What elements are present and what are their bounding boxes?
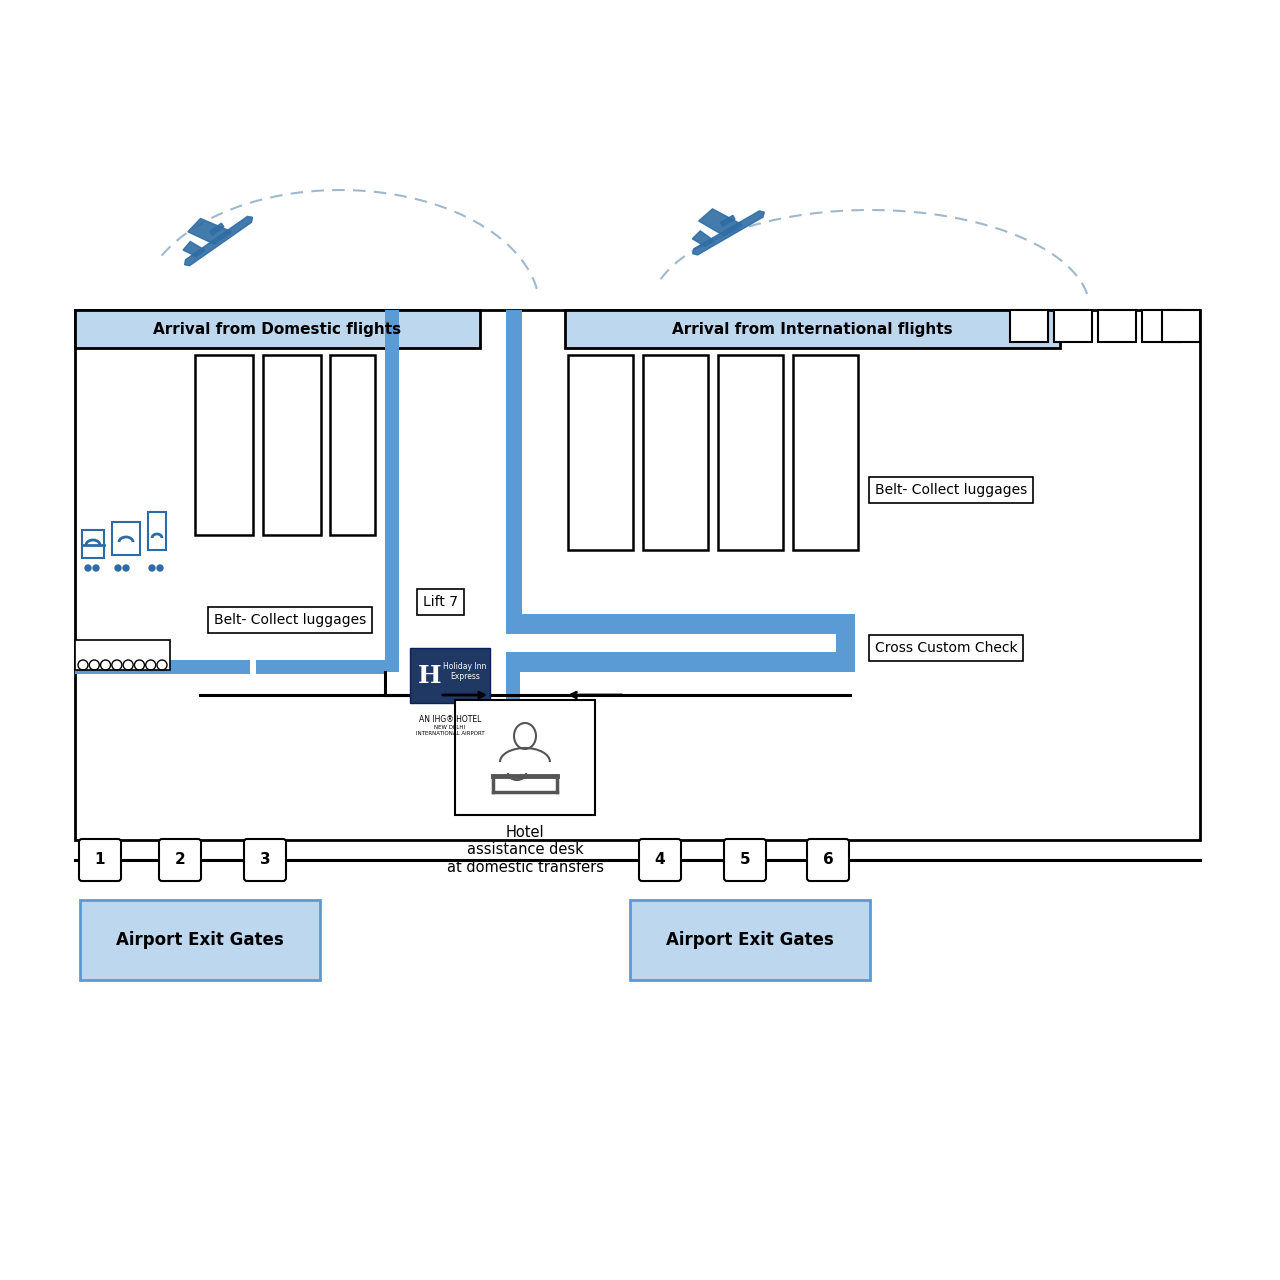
Text: Hotel
assistance desk
at domestic transfers: Hotel assistance desk at domestic transf… [447, 826, 603, 874]
Bar [1010, 310, 1048, 342]
Bar [82, 530, 104, 558]
FancyBboxPatch shape [639, 838, 681, 881]
Circle shape [123, 564, 129, 571]
Circle shape [93, 564, 99, 571]
Text: Belt- Collect luggages: Belt- Collect luggages [214, 613, 366, 627]
Bar [564, 310, 1060, 348]
Bar [330, 355, 375, 535]
Circle shape [157, 564, 163, 571]
FancyBboxPatch shape [159, 838, 201, 881]
Bar [794, 355, 858, 550]
Bar [1142, 310, 1180, 342]
Bar [643, 355, 708, 550]
Text: Holiday Inn
Express: Holiday Inn Express [443, 662, 486, 681]
Bar [76, 640, 170, 669]
Bar [385, 310, 399, 672]
Polygon shape [692, 211, 764, 255]
Circle shape [148, 564, 155, 571]
Polygon shape [721, 215, 735, 227]
Circle shape [115, 564, 122, 571]
Text: Arrival from Domestic flights: Arrival from Domestic flights [154, 321, 402, 337]
FancyBboxPatch shape [79, 838, 122, 881]
Text: 6: 6 [823, 852, 833, 868]
Circle shape [84, 564, 91, 571]
Text: Arrival from International flights: Arrival from International flights [672, 321, 952, 337]
Text: NEW DELHI
INTERNATIONAL AIRPORT: NEW DELHI INTERNATIONAL AIRPORT [416, 724, 484, 736]
Text: 3: 3 [260, 852, 270, 868]
Text: 1: 1 [95, 852, 105, 868]
Bar [454, 700, 595, 815]
Bar [1098, 310, 1137, 342]
Bar [113, 522, 140, 556]
Bar [76, 310, 480, 348]
Text: Cross Custom Check: Cross Custom Check [876, 641, 1018, 655]
Bar [836, 614, 855, 672]
Bar [256, 660, 385, 675]
Text: 4: 4 [654, 852, 666, 868]
Text: Airport Exit Gates: Airport Exit Gates [666, 931, 833, 948]
Bar [506, 310, 522, 614]
Bar [630, 900, 870, 980]
Bar [262, 355, 321, 535]
Text: Lift 7: Lift 7 [422, 595, 458, 609]
Bar [568, 355, 634, 550]
Bar [1162, 310, 1201, 342]
Text: Airport Exit Gates: Airport Exit Gates [116, 931, 284, 948]
Text: H: H [419, 663, 442, 687]
Bar [76, 660, 250, 675]
Bar [410, 648, 490, 703]
Text: 5: 5 [740, 852, 750, 868]
FancyBboxPatch shape [244, 838, 285, 881]
Bar [148, 512, 166, 550]
Polygon shape [692, 230, 714, 247]
Bar [506, 652, 855, 672]
Text: Belt- Collect luggages: Belt- Collect luggages [876, 483, 1028, 497]
Text: 2: 2 [174, 852, 186, 868]
Bar [1053, 310, 1092, 342]
Polygon shape [188, 219, 232, 244]
Polygon shape [699, 209, 742, 236]
Bar [76, 310, 1201, 840]
Polygon shape [183, 242, 205, 256]
Ellipse shape [515, 723, 536, 749]
Text: AN IHG® HOTEL: AN IHG® HOTEL [419, 716, 481, 724]
Bar [506, 614, 855, 634]
Bar [195, 355, 253, 535]
Bar [81, 900, 320, 980]
Polygon shape [184, 216, 252, 266]
Bar [718, 355, 783, 550]
Bar [506, 660, 520, 700]
FancyBboxPatch shape [806, 838, 849, 881]
Polygon shape [210, 223, 224, 236]
FancyBboxPatch shape [724, 838, 765, 881]
